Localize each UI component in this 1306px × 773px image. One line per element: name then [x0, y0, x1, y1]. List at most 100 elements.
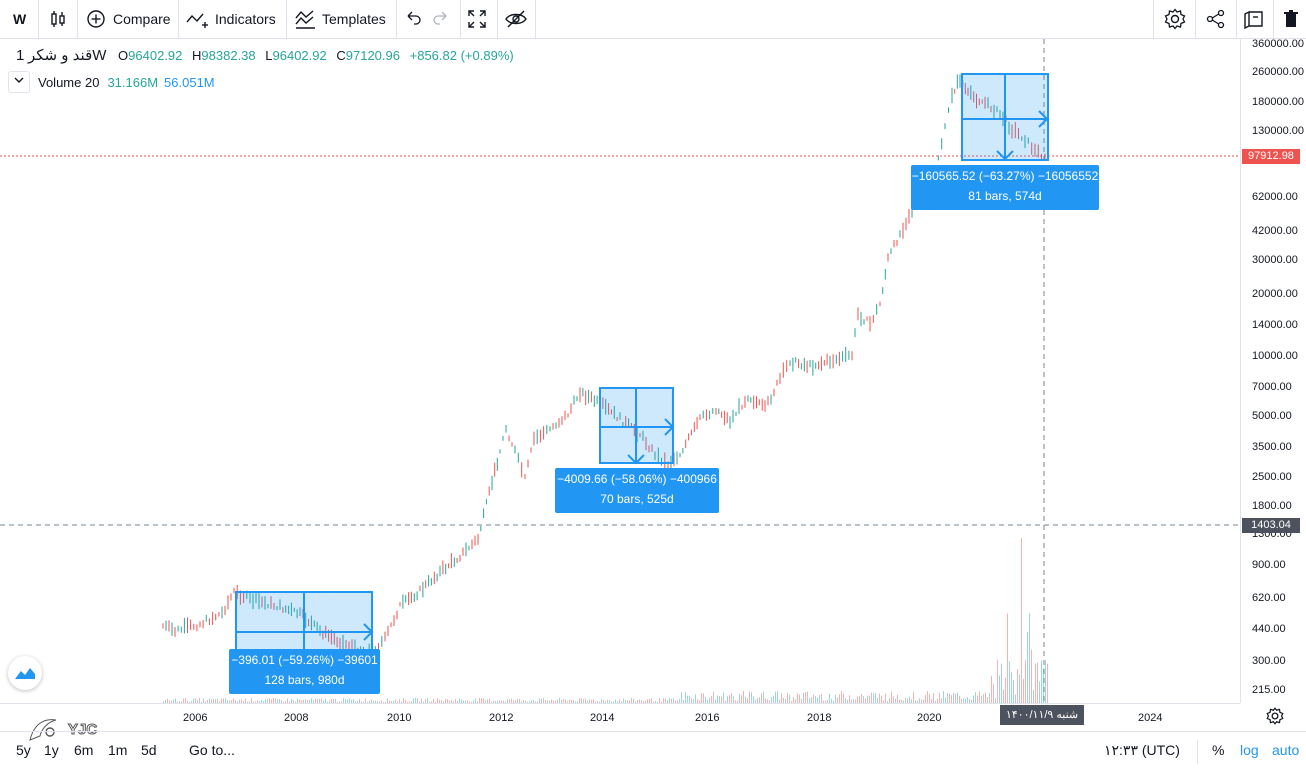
volume-bar — [727, 696, 728, 703]
auto-scale-button[interactable]: auto — [1272, 742, 1300, 758]
volume-bar — [745, 696, 746, 703]
log-scale-button[interactable]: log — [1240, 742, 1259, 758]
volume-bar — [429, 702, 430, 703]
volume-bar — [311, 698, 312, 703]
volume-bar — [525, 700, 526, 703]
symbol-name[interactable]: قند و شکر — [27, 47, 93, 64]
range-6m-button[interactable]: 6m — [74, 742, 94, 758]
volume-bar — [961, 699, 962, 703]
volume-bar — [953, 693, 954, 703]
range-1y-button[interactable]: 1y — [44, 742, 59, 758]
axis-settings-button[interactable] — [1266, 707, 1286, 727]
share-button[interactable] — [1206, 0, 1226, 38]
fullscreen-icon — [468, 10, 486, 28]
undo-button[interactable] — [404, 0, 422, 38]
volume-bar — [569, 699, 570, 703]
volume-bar — [169, 700, 170, 703]
templates-button[interactable]: Templates — [295, 0, 386, 38]
range-5y-button[interactable]: 5y — [16, 742, 31, 758]
volume-bar — [203, 698, 204, 703]
chart-pane[interactable]: −396.01 (−59.26%) −39601 128 bars, 980d … — [0, 39, 1240, 703]
volume-bar — [941, 698, 942, 703]
range-1m-button[interactable]: 1m — [108, 742, 128, 758]
volume-bar — [249, 701, 250, 703]
volume-bar — [259, 701, 260, 703]
clock-timezone[interactable]: ۱۲:۳۳ (UTC) — [1104, 742, 1180, 758]
settings-button[interactable] — [1164, 0, 1186, 38]
volume-bar — [629, 700, 630, 703]
percent-scale-button[interactable]: % — [1212, 742, 1225, 758]
redo-button[interactable] — [432, 0, 450, 38]
volume-bar — [821, 694, 822, 703]
symbol-button[interactable]: W — [13, 11, 27, 27]
measure-2-bars: 70 bars, 525d — [600, 492, 674, 506]
crosshair-date-tag: شنبه ۱۴۰۰/۱۱/۹ — [1000, 705, 1084, 725]
volume-bar — [451, 700, 452, 703]
volume-bar — [909, 696, 910, 703]
delete-button[interactable] — [1283, 0, 1299, 38]
volume-bar — [665, 698, 666, 703]
time-label: 2024 — [1138, 712, 1163, 724]
volume-bar — [1019, 674, 1020, 703]
volume-bar — [303, 699, 304, 703]
volume-bar — [771, 697, 772, 703]
volume-bar — [1015, 694, 1016, 703]
hide-drawings-button[interactable] — [504, 0, 528, 38]
price-tick: 900.00 — [1252, 559, 1286, 571]
price-tick: 620.00 — [1252, 592, 1286, 604]
volume-bar — [355, 701, 356, 703]
volume-bar — [1009, 661, 1010, 703]
volume-indicator-name[interactable]: Volume 20 — [38, 74, 100, 90]
volume-bar — [449, 700, 450, 703]
volume-bar — [649, 698, 650, 703]
volume-bar — [411, 701, 412, 703]
volume-bar — [341, 701, 342, 703]
measure-box-3[interactable] — [961, 73, 1049, 161]
volume-bar — [775, 691, 776, 703]
volume-bar — [679, 699, 680, 703]
volume-bar — [623, 698, 624, 703]
volume-bar — [333, 699, 334, 703]
compare-button[interactable]: Compare — [86, 0, 171, 38]
indicators-label: Indicators — [215, 11, 276, 27]
volume-bar — [627, 700, 628, 703]
chart-style-button[interactable] — [48, 0, 68, 38]
watermark-text: YJC — [67, 720, 98, 738]
volume-bar — [533, 699, 534, 703]
snapshot-button[interactable] — [1243, 0, 1265, 38]
fullscreen-button[interactable] — [467, 0, 487, 38]
price-axis[interactable]: 360000.00 260000.00 180000.00 130000.00 … — [1240, 38, 1306, 703]
tradingview-logo-button[interactable] — [8, 656, 42, 690]
volume-bar — [1029, 613, 1030, 703]
measure-box-2[interactable] — [599, 387, 674, 464]
volume-bar — [219, 701, 220, 703]
volume-bar — [433, 698, 434, 703]
volume-bar — [363, 701, 364, 703]
time-label: 2006 — [183, 712, 208, 724]
volume-bar — [233, 698, 234, 703]
volume-bar — [1017, 669, 1018, 703]
volume-bar — [743, 691, 744, 703]
volume-bar — [297, 698, 298, 703]
volume-bar — [923, 699, 924, 703]
volume-bar — [703, 693, 704, 703]
volume-bar — [747, 698, 748, 703]
range-5d-button[interactable]: 5d — [141, 742, 157, 758]
last-price-tag: 97912.98 — [1242, 149, 1300, 164]
volume-bar — [769, 700, 770, 703]
volume-bar — [381, 700, 382, 703]
time-axis[interactable]: 2006 2008 2010 2012 2014 2016 2018 2020 … — [0, 703, 1240, 732]
indicators-button[interactable]: Indicators — [186, 0, 276, 38]
volume-bar — [691, 698, 692, 703]
volume-bar — [723, 692, 724, 703]
volume-bar — [689, 695, 690, 703]
go-to-date-button[interactable]: Go to... — [189, 742, 235, 758]
low-label: L — [265, 48, 273, 63]
volume-bar — [817, 697, 818, 703]
time-label: 2018 — [807, 712, 832, 724]
volume-bar — [189, 702, 190, 703]
chevron-down-icon — [14, 77, 24, 83]
price-tick: 30000.00 — [1252, 254, 1298, 266]
collapse-legend-button[interactable] — [8, 71, 30, 93]
volume-bar — [593, 699, 594, 703]
